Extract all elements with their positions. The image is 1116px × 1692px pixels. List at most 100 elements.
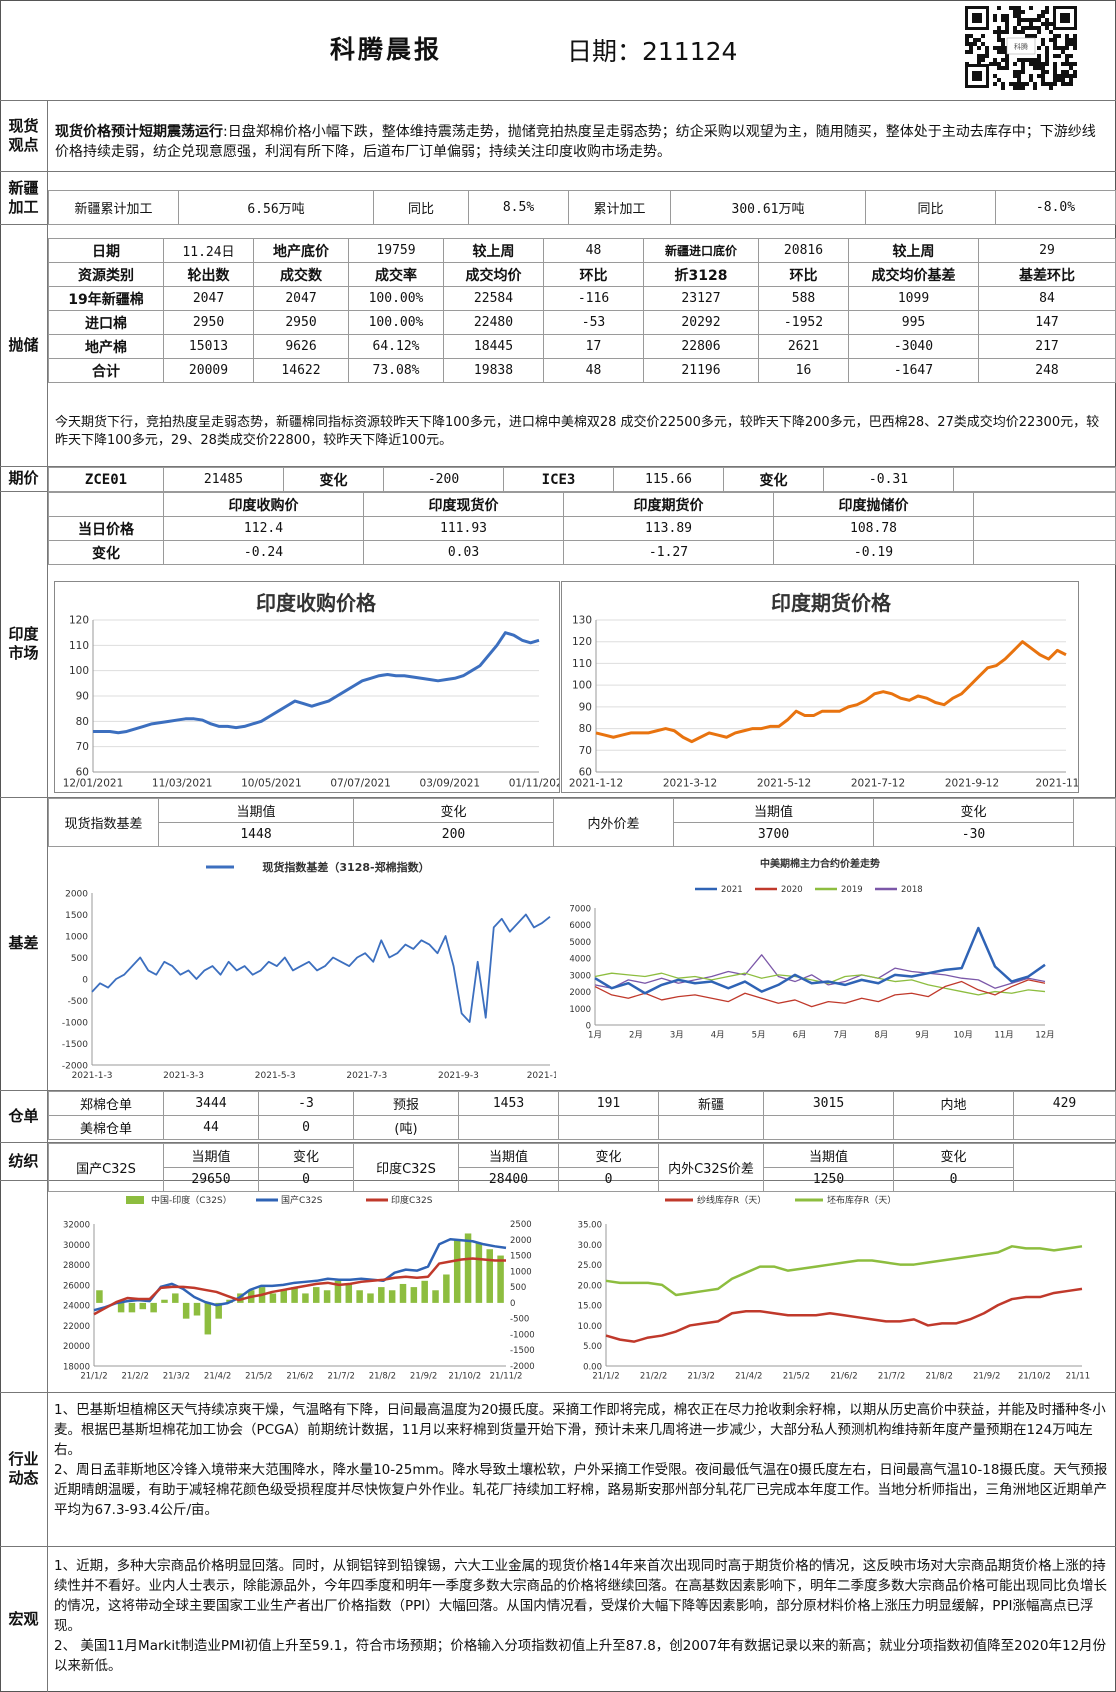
x-tick-label: 21/8/2	[926, 1372, 953, 1382]
x-tick-label: 21/3/2	[688, 1372, 715, 1382]
qr-code-icon: 科腾	[963, 4, 1079, 90]
cell: 429	[1013, 1091, 1116, 1116]
cell: 美棉仓单	[48, 1115, 164, 1140]
y-tick-label: 20000	[63, 1342, 90, 1352]
india-procurement-chart: 印度收购价格 60 70 80 90 100 110 120 12/01/2021 11/03/2…	[54, 581, 560, 793]
x-tick-label: 12/01/2021	[63, 778, 124, 790]
x-tick-label: 07/07/2021	[330, 778, 391, 790]
series-line	[594, 954, 1046, 989]
reserve-cell: 64.12%	[348, 334, 444, 359]
cell: ZCE01	[48, 467, 164, 492]
reserve-cell: 588	[758, 286, 849, 311]
reserve-cell: -1952	[758, 310, 849, 335]
bar	[139, 1302, 147, 1310]
cell: 变化	[48, 540, 164, 565]
x-tick-label: 2021-7-3	[346, 1071, 387, 1081]
y-tick-label: 20.00	[578, 1281, 602, 1291]
cell: 111.93	[363, 516, 564, 541]
cell: -0.19	[773, 540, 974, 565]
bar	[323, 1290, 331, 1303]
macro-text: 1、近期，多种大宗商品价格明显回落。同时，从铜铝锌到铅镍锡，六大工业金属的现货价…	[54, 1556, 1108, 1676]
cell: -0.31	[823, 467, 954, 492]
cell: 印度期货价	[563, 492, 774, 517]
label-macro: 宏观	[0, 1546, 48, 1692]
cell: 200	[353, 822, 554, 847]
cell: 预报	[353, 1091, 459, 1116]
cell: 变化	[893, 1143, 1014, 1168]
bar	[421, 1280, 428, 1303]
y-tick-label: 5000	[569, 938, 591, 948]
series-line	[605, 1287, 1083, 1343]
series-line	[594, 926, 1046, 995]
cell: 印度C32S	[353, 1143, 459, 1192]
y-tick-label: 80	[579, 723, 592, 735]
y-tick-label: 110	[572, 658, 592, 670]
cell: 国产C32S	[48, 1143, 164, 1192]
reserve-header-cell: 成交均价基差	[848, 262, 979, 287]
series-line	[93, 1257, 506, 1316]
cell: 3015	[763, 1091, 894, 1116]
reserve-header-cell: 成交率	[348, 262, 444, 287]
cell: 44	[163, 1115, 259, 1140]
cell: 较上周	[443, 238, 544, 263]
cell: 当期值	[158, 798, 354, 823]
x-tick-label: 21/7/2	[878, 1372, 905, 1382]
reserve-row-date: 日期 11.24日 地产底价 19759 较上周 48 新疆进口底价 20816…	[48, 238, 1116, 263]
inventory-days-chart: 0.00 5.00 10.00 15.00 20.00 25.00 30.00 35.00 21…	[578, 1194, 1090, 1382]
cell: 0	[558, 1167, 659, 1192]
y-tick-label: -1500	[62, 1040, 88, 1050]
reserve-row: 合计 20009 14622 73.08% 19838 48 21196 16 -1647 248	[48, 358, 1116, 383]
y-tick-label: 0.00	[583, 1363, 602, 1373]
reserve-cell: 100.00%	[348, 310, 444, 335]
xj-yoy-value: 8.5%	[468, 190, 569, 225]
x-tick-label: 2021-5-12	[757, 778, 811, 790]
x-tick-label: 21/5/2	[245, 1372, 272, 1382]
reserve-cell: 248	[978, 358, 1116, 383]
chart-title: 中美期棉主力合约价差走势	[760, 857, 880, 870]
cell: 21485	[163, 467, 284, 492]
reserve-row: 19年新疆棉 2047 2047 100.00% 22584 -116 23127 588 10…	[48, 286, 1116, 311]
y-tick-label: 18000	[63, 1363, 90, 1373]
reserve-cell: -3040	[848, 334, 979, 359]
total-label: 累计加工	[568, 190, 671, 225]
y-tick-label: 60	[579, 767, 592, 779]
x-tick-label: 2021-5-3	[255, 1071, 296, 1081]
y-tick-label: 100	[572, 680, 592, 692]
cell: 当日价格	[48, 516, 164, 541]
reserve-cell: 19年新疆棉	[48, 286, 164, 311]
x-tick-label: 12月	[1035, 1031, 1054, 1041]
bar	[302, 1293, 309, 1303]
x-tick-label: 21/9/2	[973, 1372, 1000, 1382]
y-tick-label: 110	[69, 640, 89, 652]
cell: 新疆进口底价	[643, 238, 759, 263]
xj-yoy-label: 同比	[373, 190, 469, 225]
spot-view-body: :日盘郑棉价格小幅下跌，整体维持震荡走势，抛储竞拍热度呈走弱态势；纺企采购以观望…	[55, 124, 1096, 160]
cell: -200	[383, 467, 504, 492]
x-tick-label: 11月	[994, 1031, 1013, 1041]
cell: 变化	[283, 467, 384, 492]
total-yoy-label: 同比	[865, 190, 996, 225]
reserve-cell: 2950	[163, 310, 254, 335]
legend-label: 2019	[841, 885, 863, 895]
x-tick-label: 2021-3-12	[663, 778, 717, 790]
reserve-cell: 22584	[443, 286, 544, 311]
cell: 变化	[873, 798, 1074, 823]
y2-tick-label: 500	[510, 1283, 526, 1293]
y-tick-label: 3000	[569, 971, 591, 981]
reserve-header-cell: 环比	[543, 262, 644, 287]
bar	[453, 1239, 461, 1303]
chart-title: 印度期货价格	[771, 591, 892, 615]
x-tick-label: 2021-11-3	[527, 1071, 556, 1081]
x-tick-label: 2021-9-3	[438, 1071, 479, 1081]
x-tick-label: 01/11/2021	[509, 778, 560, 790]
x-tick-label: 3月	[670, 1031, 684, 1041]
cell: 当期值	[763, 1143, 894, 1168]
bar	[334, 1280, 342, 1303]
reserve-cell: 995	[848, 310, 979, 335]
cell: 191	[558, 1091, 659, 1116]
y-tick-label: 24000	[63, 1302, 90, 1312]
cell: 当期值	[163, 1143, 259, 1168]
y-tick-label: 25.00	[578, 1261, 602, 1271]
y-tick-label: 100	[69, 665, 89, 677]
bar	[128, 1302, 136, 1313]
